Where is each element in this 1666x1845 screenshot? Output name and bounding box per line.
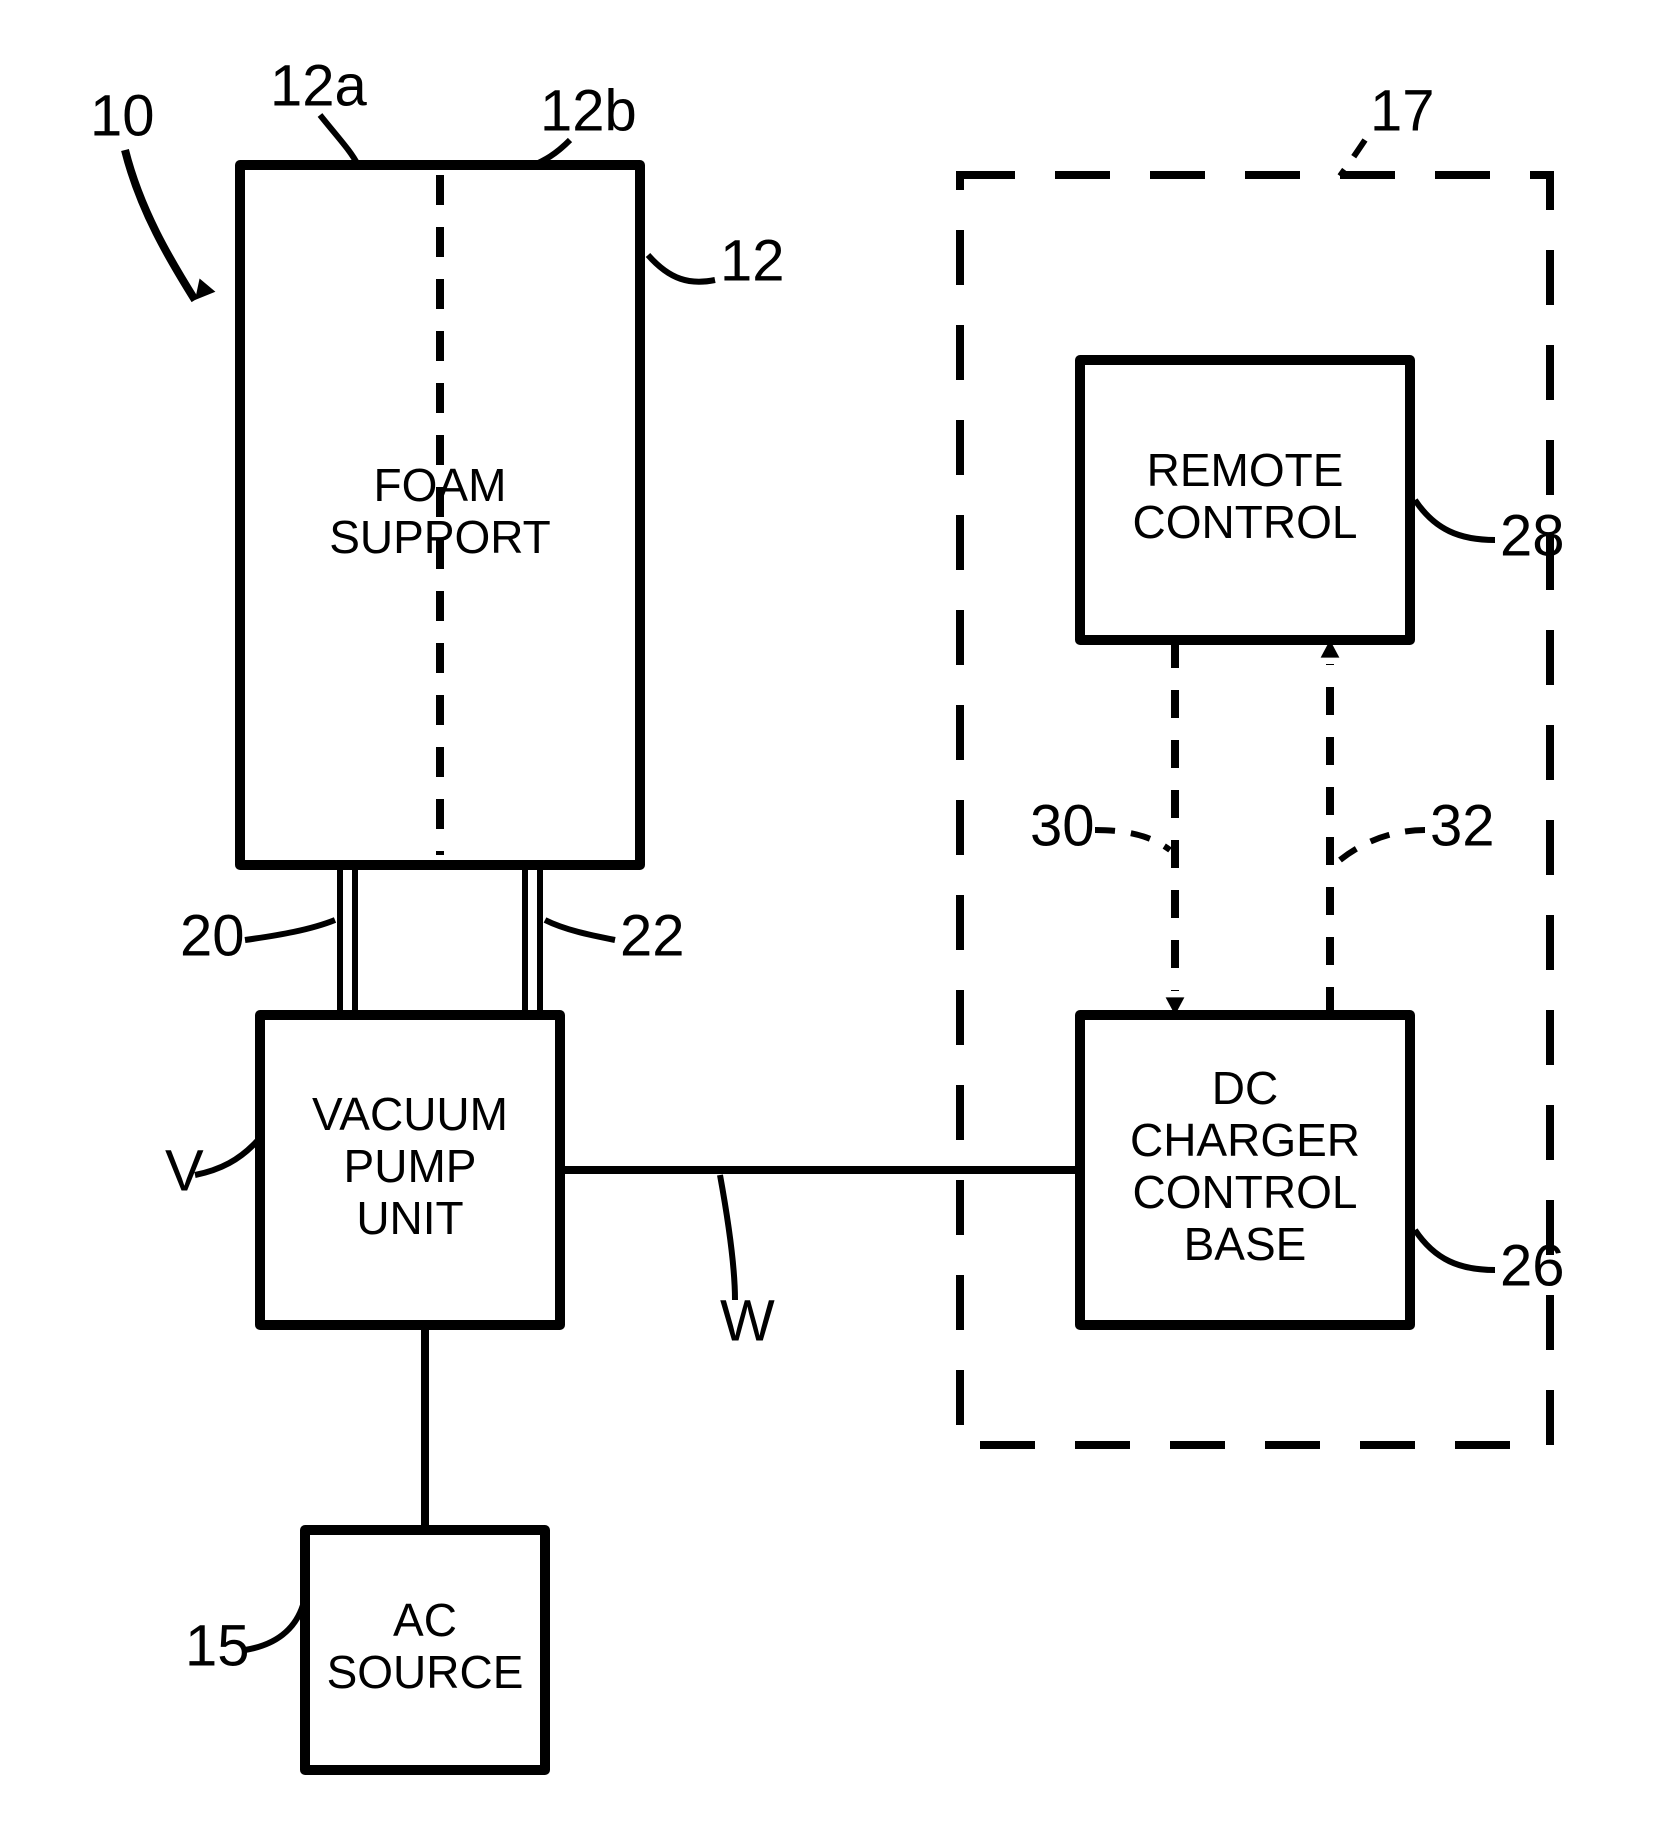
remote_control-box: REMOTECONTROL [1080,360,1410,640]
ref-V-label: V [165,1138,204,1203]
ref-30-leader [1095,830,1170,850]
ref-20-leader [245,920,335,940]
ref-32-label: 32 [1430,793,1495,858]
ref-W-leader [720,1175,735,1300]
ref-17-label: 17 [1370,78,1435,143]
ref-22-label: 22 [620,903,685,968]
dc_base-box: DCCHARGERCONTROLBASE [1080,1015,1410,1325]
dc_base-label-0: DC [1212,1062,1278,1114]
ref-12-label: 12 [720,228,785,293]
ref-12a-label: 12a [270,53,368,118]
remote_control-label-1: CONTROL [1133,496,1358,548]
vacuum_pump-box: VACUUMPUMPUNIT [260,1015,560,1325]
ref-26-leader [1415,1230,1495,1270]
ref-10-label: 10 [90,83,155,148]
ref-28-leader [1415,500,1495,540]
ref-V-leader [195,1140,258,1175]
ref-W-label: W [720,1288,775,1353]
remote_control-label-0: REMOTE [1147,444,1344,496]
ref-15-leader [245,1605,303,1650]
dc_base-label-1: CHARGER [1130,1114,1360,1166]
vacuum_pump-label-0: VACUUM [312,1088,508,1140]
ref-12-leader [648,255,715,282]
ref-12a-leader [320,115,358,165]
ref-10-leader [125,150,195,300]
ref-12b-label: 12b [540,78,637,143]
ref-15-label: 15 [185,1613,250,1678]
ref-30-label: 30 [1030,793,1095,858]
ref-22-leader [545,920,615,940]
dc_base-label-3: BASE [1184,1218,1307,1270]
vacuum_pump-label-1: PUMP [344,1140,477,1192]
ac_source-label-0: AC [393,1594,457,1646]
ref-20-label: 20 [180,903,245,968]
ref-26-label: 26 [1500,1233,1565,1298]
dc_base-label-2: CONTROL [1133,1166,1358,1218]
ref-32-leader [1340,830,1425,860]
vacuum_pump-label-2: UNIT [356,1192,463,1244]
ac_source-label-1: SOURCE [327,1646,524,1698]
ac_source-box: ACSOURCE [305,1530,545,1770]
ref-28-label: 28 [1500,503,1565,568]
ref-17-leader [1340,140,1365,176]
